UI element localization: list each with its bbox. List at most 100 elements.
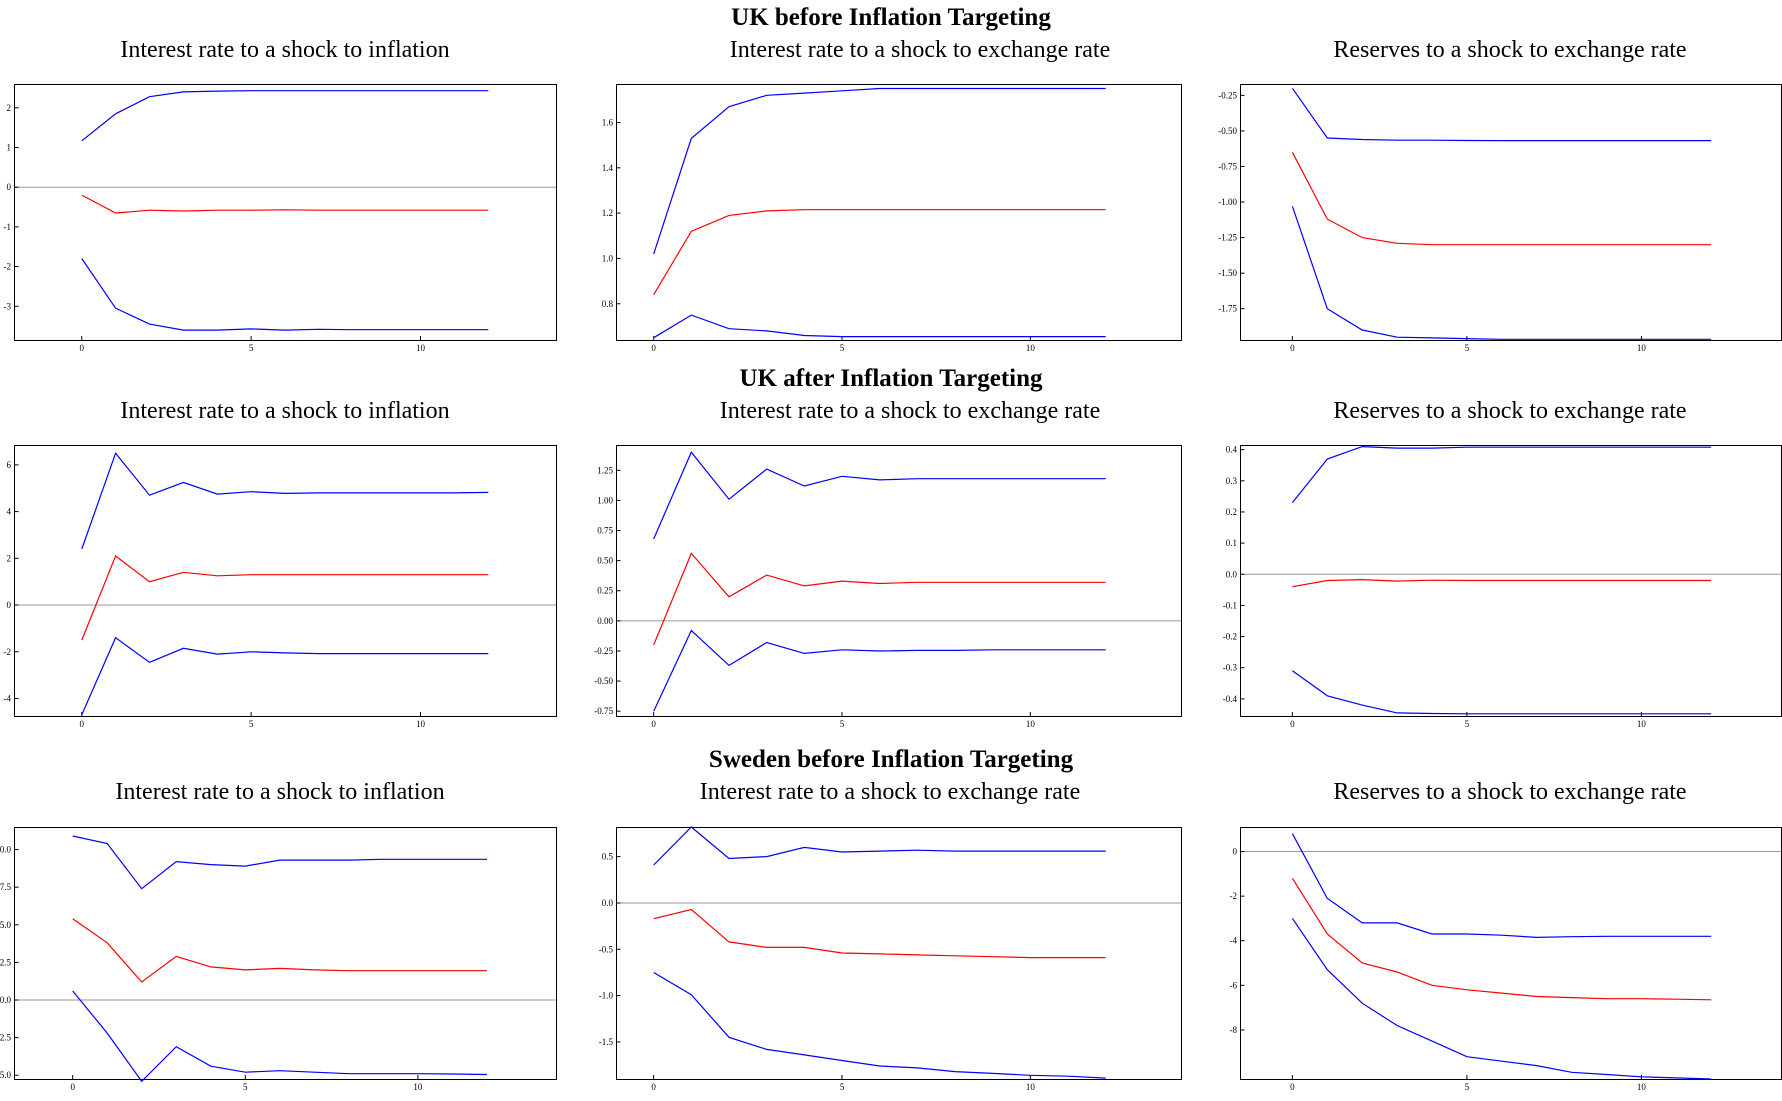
- x-tick-label: 5: [243, 1082, 248, 1092]
- y-tick-label: 1.25: [597, 465, 613, 475]
- y-tick-label: 0.0: [602, 898, 614, 908]
- lower-bound-line: [81, 258, 489, 331]
- panel-title: Reserves to a shock to exchange rate: [1333, 37, 1687, 63]
- x-tick-label: 10: [1637, 1082, 1647, 1092]
- y-tick-label: 0.0: [0, 995, 12, 1005]
- x-tick-label: 10: [1026, 719, 1036, 729]
- irf-chart-sweden-before-reserves: 0 -2 -4 -6 -8 0 5 10: [1230, 827, 1782, 1092]
- y-tick-label: -0.75: [1218, 161, 1237, 171]
- panel-title: Interest rate to a shock to inflation: [120, 398, 450, 424]
- x-tick-label: 0: [80, 343, 85, 353]
- upper-bound-line: [1291, 445, 1712, 503]
- y-tick-label: 0.1: [1226, 538, 1237, 548]
- y-tick-label: -0.1: [1223, 600, 1237, 610]
- lower-bound-line: [1291, 918, 1712, 1080]
- y-tick-label: -0.25: [594, 646, 613, 656]
- irf-chart-uk-before-inflation: 210-1-2-30 5 10: [4, 84, 557, 353]
- plot-frame: [616, 84, 1182, 341]
- response-line: [1292, 578, 1712, 588]
- upper-bound-line: [653, 451, 1106, 540]
- y-tick-label: -4: [4, 693, 12, 703]
- x-tick-label: 5: [249, 343, 254, 353]
- irf-chart-uk-before-exchange-rate: 1.6 1.4 1.2 1.0 0.8 0 5 10: [602, 84, 1182, 353]
- x-tick-label: 0: [70, 1082, 75, 1092]
- response-line: [653, 209, 1106, 296]
- upper-bound-line: [1291, 87, 1712, 142]
- response-line: [81, 555, 489, 641]
- lower-bound-line: [653, 314, 1106, 339]
- irf-chart-uk-after-reserves: 0.4 0.3 0.2 0.1 0.0 -0.1 -0.2 -0.3 -0.4 0 5 10: [1223, 445, 1782, 729]
- upper-bound-line: [653, 826, 1106, 866]
- x-tick-label: 0: [1290, 1082, 1295, 1092]
- panel-title: Interest rate to a shock to exchange rat…: [699, 779, 1081, 805]
- plot-frame: [616, 827, 1182, 1080]
- panel-title: Reserves to a shock to exchange rate: [1333, 779, 1687, 805]
- y-tick-label: -0.2: [1223, 632, 1237, 642]
- y-tick-label: 0.2: [1226, 507, 1237, 517]
- upper-bound-line: [1291, 833, 1712, 939]
- x-tick-label: 5: [249, 719, 254, 729]
- y-tick-label: -1.5: [599, 1037, 614, 1047]
- x-tick-label: 10: [416, 719, 426, 729]
- x-tick-label: 0: [651, 1082, 656, 1092]
- y-tick-label: -1: [4, 222, 12, 232]
- x-tick-label: 10: [413, 1082, 423, 1092]
- response-line: [1291, 877, 1712, 1001]
- x-tick-label: 10: [1026, 1082, 1036, 1092]
- response-line: [653, 908, 1106, 959]
- plot-frame: [14, 84, 557, 341]
- plot-frame: [616, 445, 1182, 717]
- x-tick-label: 0: [1290, 719, 1295, 729]
- y-tick-label: -4: [1230, 936, 1238, 946]
- y-tick-label: 6: [7, 460, 12, 470]
- y-tick-label: 0.0: [1226, 569, 1238, 579]
- y-tick-label: -0.5: [599, 944, 614, 954]
- irf-chart-sweden-before-exchange-rate: 0.5 0.0 -0.5 -1.0 -1.5 0 5 10: [599, 826, 1182, 1092]
- y-tick-label: 1.4: [602, 163, 614, 173]
- y-tick-label: 1.0: [602, 253, 614, 263]
- y-tick-label: -2: [4, 262, 12, 272]
- x-tick-label: 5: [1465, 343, 1470, 353]
- y-tick-label: 0.5: [602, 852, 614, 862]
- x-tick-label: 5: [1465, 719, 1470, 729]
- y-tick-label: -0.3: [1223, 663, 1238, 673]
- lower-bound-line: [653, 971, 1106, 1079]
- upper-bound-line: [81, 90, 489, 142]
- x-tick-label: 0: [651, 343, 656, 353]
- y-tick-label: 0.0: [0, 845, 12, 855]
- response-line: [1291, 152, 1712, 246]
- x-tick-label: 0: [80, 719, 85, 729]
- plot-frame: [14, 827, 557, 1080]
- y-tick-label: 0.75: [597, 526, 613, 536]
- y-tick-label: 0.00: [597, 616, 613, 626]
- lower-bound-line: [1292, 670, 1712, 715]
- panel-title: Interest rate to a shock to exchange rat…: [729, 37, 1111, 63]
- response-line: [72, 918, 487, 983]
- y-tick-label: -1.0: [599, 991, 614, 1001]
- y-tick-label: -1.75: [1218, 304, 1237, 314]
- y-tick-label: 4: [7, 507, 12, 517]
- y-tick-label: 0: [7, 182, 12, 192]
- y-tick-label: -0.75: [594, 706, 613, 716]
- irf-chart-uk-after-inflation: 6 4 2 0 -2 -4 0 5 10: [4, 445, 557, 729]
- y-tick-label: 5.0: [0, 1070, 12, 1080]
- y-tick-label: -1.25: [1218, 233, 1237, 243]
- y-tick-label: 1.6: [602, 118, 614, 128]
- plot-frame: [14, 445, 557, 717]
- response-line: [653, 552, 1106, 646]
- y-tick-label: 1.2: [602, 208, 613, 218]
- x-tick-label: 5: [840, 343, 845, 353]
- x-tick-label: 0: [651, 719, 656, 729]
- x-tick-label: 5: [840, 1082, 845, 1092]
- panel-title: Reserves to a shock to exchange rate: [1333, 398, 1687, 424]
- section-title: Sweden before Inflation Targeting: [708, 746, 1074, 773]
- y-tick-label: 0.50: [597, 556, 613, 566]
- y-tick-label: 0.25: [597, 586, 613, 596]
- x-tick-label: 5: [1465, 1082, 1470, 1092]
- y-tick-label: 5.0: [0, 920, 12, 930]
- lower-bound-line: [72, 990, 488, 1083]
- y-tick-label: 1.00: [597, 495, 613, 505]
- upper-bound-line: [81, 451, 489, 550]
- x-tick-label: 0: [1290, 343, 1295, 353]
- upper-bound-line: [653, 87, 1106, 255]
